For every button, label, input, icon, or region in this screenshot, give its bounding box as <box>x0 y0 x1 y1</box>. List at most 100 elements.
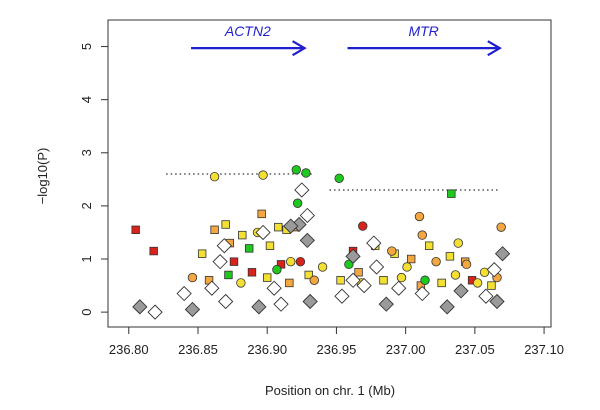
data-point-square <box>437 278 446 288</box>
data-points-layer <box>131 165 511 320</box>
data-point-circle <box>414 211 425 222</box>
data-point-diamond <box>176 285 192 302</box>
data-point-diamond <box>366 235 382 251</box>
axis-layer: 236.80 236.85 236.90 236.95 237.00 237.05 237.… <box>79 43 564 357</box>
x-tick-label: 237.10 <box>524 342 564 357</box>
data-point-square <box>354 268 363 277</box>
data-point-square <box>304 270 313 280</box>
gene-label: MTR <box>408 23 438 39</box>
data-point-diamond <box>334 288 350 304</box>
data-point-diamond <box>255 224 271 241</box>
data-point-diamond <box>132 299 148 315</box>
data-point-circle <box>472 278 483 288</box>
data-point-circle <box>453 238 463 248</box>
x-tick-label: 236.80 <box>109 342 149 357</box>
data-point-diamond <box>478 288 494 304</box>
data-point-circle <box>496 222 506 232</box>
gene-label: ACTN2 <box>224 23 271 39</box>
x-tick-label: 236.85 <box>178 342 218 357</box>
data-point-square <box>445 252 455 261</box>
data-point-circle <box>450 270 461 280</box>
y-tick-label: 0 <box>79 309 94 316</box>
data-point-square <box>210 225 219 235</box>
data-point-square <box>336 276 345 285</box>
data-point-square <box>263 273 272 282</box>
x-tick-label: 236.90 <box>247 342 287 357</box>
data-point-diamond <box>486 262 502 278</box>
data-point-square <box>149 246 158 256</box>
data-point-square <box>424 241 434 250</box>
data-point-circle <box>334 173 344 183</box>
data-point-diamond <box>439 299 455 315</box>
data-point-diamond <box>147 304 163 320</box>
data-point-diamond <box>453 283 469 299</box>
data-point-circle <box>344 259 354 270</box>
data-point-circle <box>295 256 306 267</box>
data-point-diamond <box>294 182 310 198</box>
y-tick-label: 3 <box>79 149 94 156</box>
data-point-circle <box>292 198 303 208</box>
data-point-diamond <box>299 232 315 249</box>
data-point-square <box>131 225 140 235</box>
y-tick-label: 4 <box>79 96 94 103</box>
data-point-diamond <box>212 254 228 270</box>
data-point-circle <box>420 275 430 285</box>
threshold-layer <box>166 173 500 191</box>
plot-frame <box>107 19 552 328</box>
data-point-circle <box>396 272 407 283</box>
x-tick-label: 237.05 <box>455 342 495 357</box>
data-point-circle <box>187 272 198 283</box>
data-point-diamond <box>266 280 282 296</box>
y-tick-label: 2 <box>79 202 94 209</box>
gene-annotation-layer: ACTN2 MTR <box>191 23 502 57</box>
y-tick-label: 1 <box>79 255 94 262</box>
data-point-square <box>221 220 230 229</box>
data-point-square <box>197 249 207 258</box>
data-point-diamond <box>218 293 234 310</box>
data-point-diamond <box>391 280 407 296</box>
data-point-square <box>257 209 266 219</box>
data-point-square <box>247 268 257 277</box>
data-point-diamond <box>184 301 201 318</box>
data-point-square <box>245 244 254 253</box>
data-point-diamond <box>251 299 267 315</box>
data-point-circle <box>402 262 412 272</box>
data-point-square <box>406 254 416 264</box>
data-point-circle <box>358 221 368 231</box>
data-point-circle <box>479 267 490 277</box>
data-point-diamond <box>345 248 361 264</box>
data-point-diamond <box>302 293 318 310</box>
data-point-circle <box>286 256 296 267</box>
data-point-square <box>229 257 239 266</box>
data-point-circle <box>236 278 246 288</box>
data-point-diamond <box>494 246 511 262</box>
data-point-square <box>379 276 388 285</box>
data-point-circle <box>387 246 397 256</box>
x-tick-label: 236.95 <box>317 342 357 357</box>
data-point-square <box>285 278 294 288</box>
data-point-circle <box>291 165 301 175</box>
data-point-diamond <box>299 207 315 224</box>
data-point-circle <box>209 171 220 182</box>
data-point-square <box>265 241 275 250</box>
data-point-square <box>274 222 283 232</box>
data-point-square <box>224 270 233 280</box>
x-axis-label: Position on chr. 1 (Mb) <box>265 383 395 398</box>
data-point-diamond <box>204 280 220 296</box>
data-point-circle <box>317 262 328 272</box>
data-point-square <box>447 189 456 198</box>
data-point-circle <box>309 275 319 285</box>
y-axis-label: −log10(P) <box>35 148 50 205</box>
data-point-diamond <box>378 296 394 312</box>
data-point-circle <box>417 230 427 240</box>
data-point-circle <box>258 170 268 180</box>
data-point-square <box>238 230 247 240</box>
y-tick-label: 5 <box>79 43 94 50</box>
x-tick-label: 237.00 <box>386 342 426 357</box>
data-point-circle <box>301 168 311 178</box>
data-point-diamond <box>273 296 289 312</box>
gene-arrow-head <box>487 40 502 57</box>
data-point-diamond <box>414 285 430 302</box>
